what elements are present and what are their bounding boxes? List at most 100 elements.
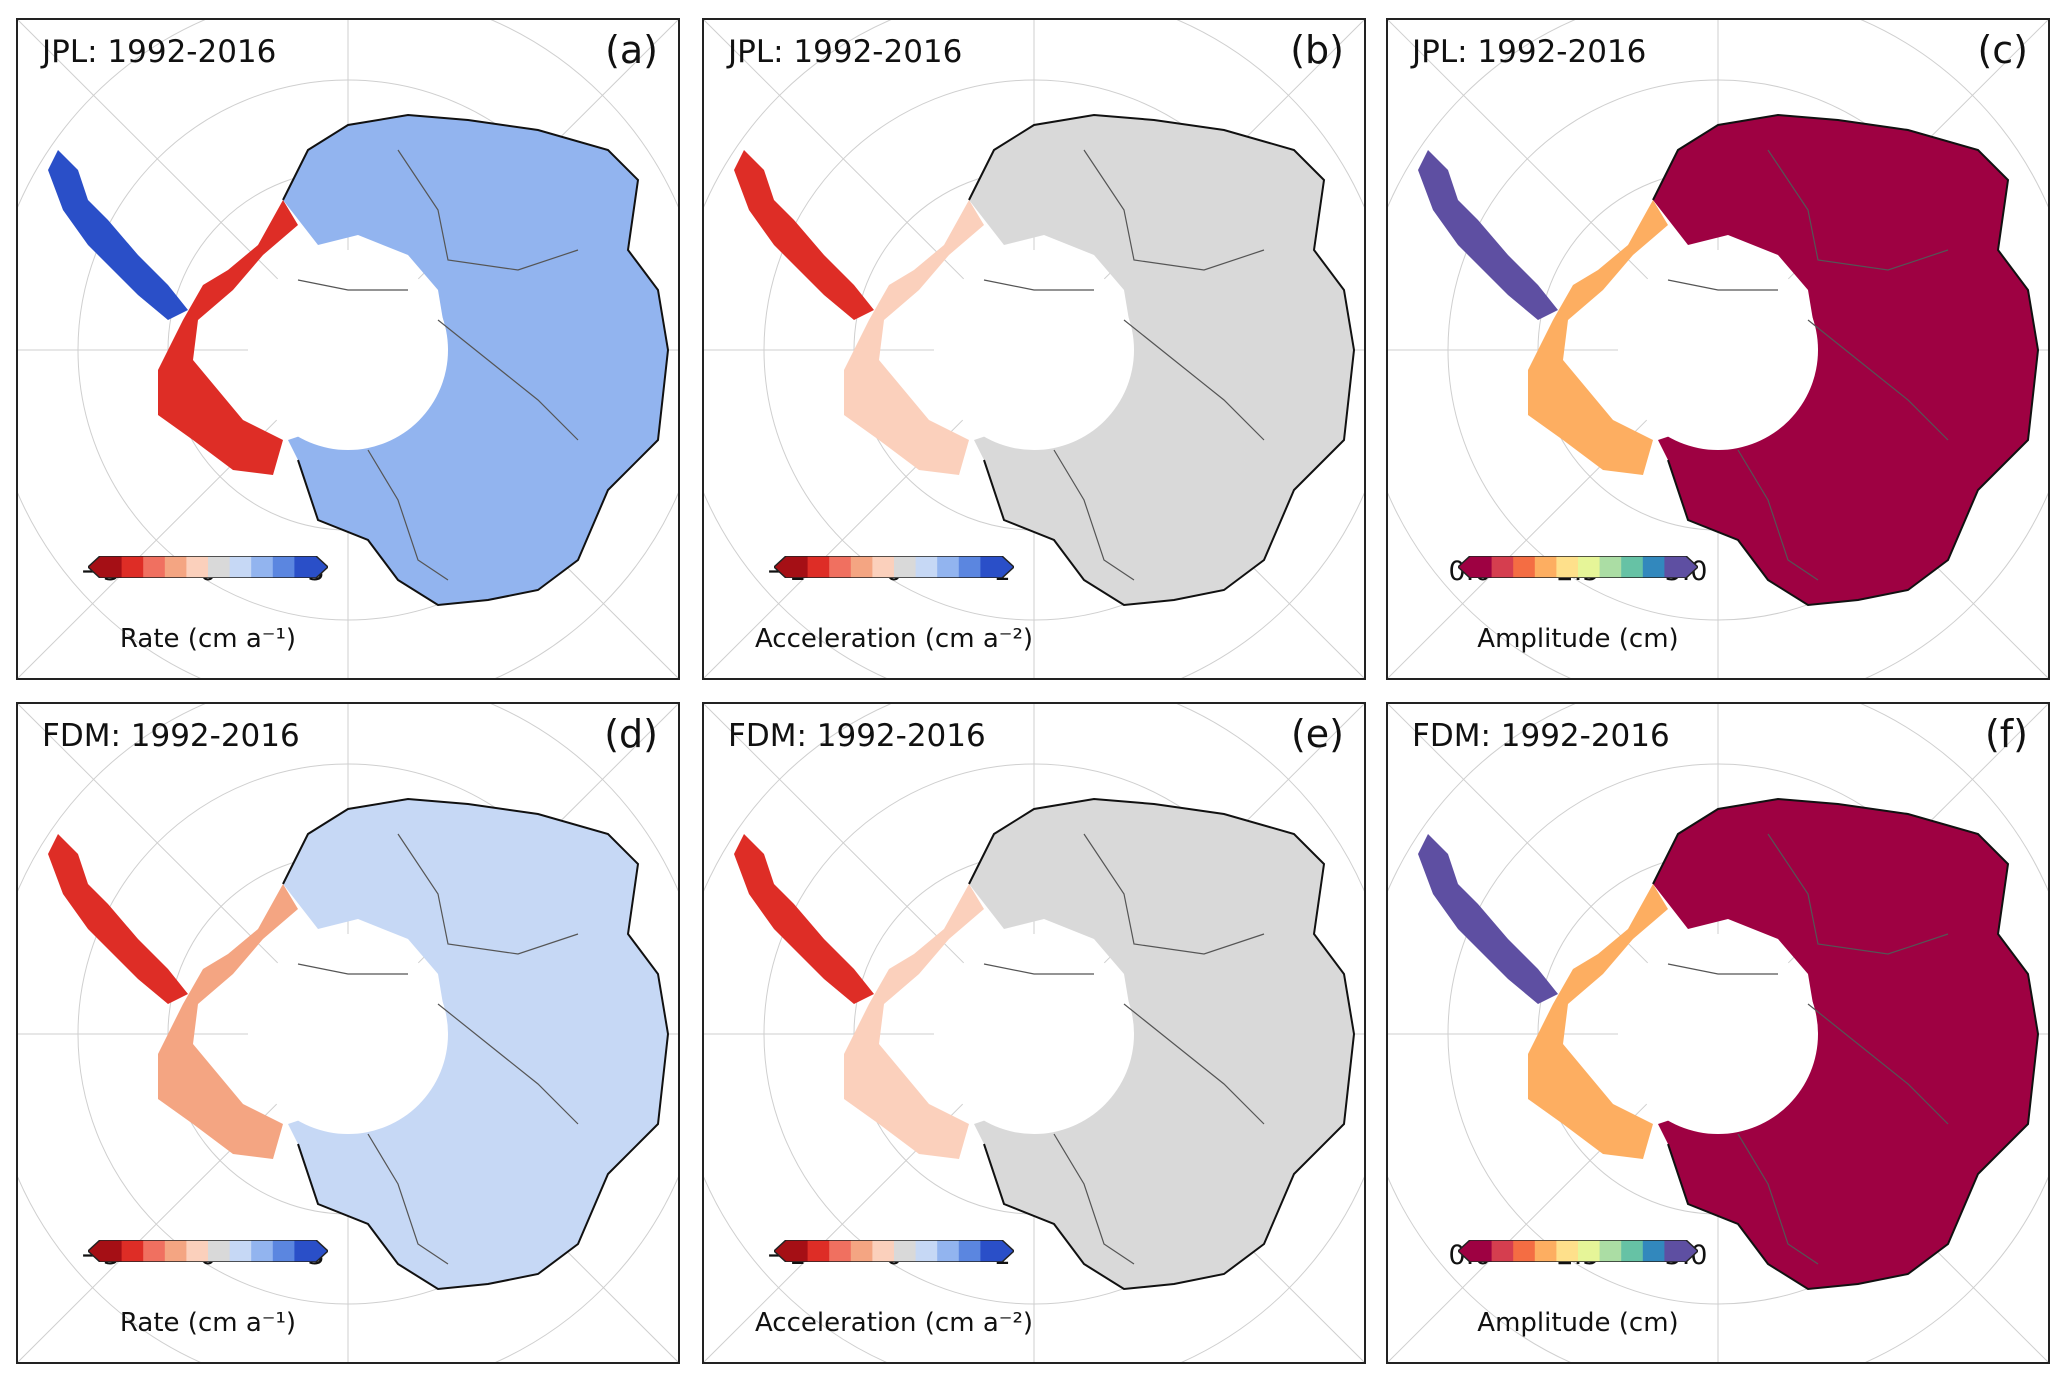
colorbar-swatch [1621, 1240, 1644, 1262]
colorbar-swatch [1556, 1240, 1579, 1262]
colorbar-scale [88, 1240, 328, 1262]
colorbar-swatch [1642, 1240, 1665, 1262]
colorbar-swatch [872, 556, 895, 578]
colorbar-swatch [121, 556, 144, 578]
panel-b: JPL: 1992-2016 (b) −1 0 1 Acceleration (… [702, 18, 1366, 680]
ice-sheet [734, 115, 1354, 605]
colorbar-swatch [958, 1240, 981, 1262]
colorbar-swatch [937, 1240, 960, 1262]
panel-letter: (a) [605, 28, 658, 72]
colorbar-swatch [850, 1240, 873, 1262]
colorbar-swatch [1513, 556, 1536, 578]
ice-sheet [1418, 115, 2038, 605]
colorbar-label: Rate (cm a⁻¹) [119, 1308, 297, 1338]
colorbar-label: Acceleration (cm a⁻²) [754, 1308, 1034, 1338]
colorbar-swatch [980, 1240, 1003, 1262]
colorbar-swatch [294, 1240, 317, 1262]
colorbar-extend-min [88, 1240, 100, 1262]
colorbar-swatch [1642, 556, 1665, 578]
colorbar-swatch [786, 556, 809, 578]
colorbar-extend-max [316, 1240, 328, 1262]
colorbar-swatch [272, 1240, 295, 1262]
colorbar-swatch [807, 556, 830, 578]
colorbar-scale [774, 556, 1014, 578]
colorbar: 0.0 2.5 5.0 Amplitude (cm) [1449, 1240, 1707, 1360]
colorbar-swatch [786, 1240, 809, 1262]
colorbar-extend-max [1686, 1240, 1698, 1262]
colorbar-swatch [229, 556, 252, 578]
colorbar-swatch [1578, 1240, 1601, 1262]
colorbar-swatch [208, 556, 231, 578]
colorbar-swatch [850, 556, 873, 578]
colorbar-swatch [1534, 556, 1557, 578]
panel-title: JPL: 1992-2016 [728, 34, 963, 70]
panel-letter: (e) [1290, 712, 1344, 756]
colorbar-swatch [915, 1240, 938, 1262]
colorbar-label: Acceleration (cm a⁻²) [754, 624, 1034, 654]
colorbar-swatch [894, 1240, 917, 1262]
colorbar-swatch [208, 1240, 231, 1262]
colorbar-swatch [1599, 1240, 1622, 1262]
colorbar-swatch [1664, 1240, 1687, 1262]
colorbar-swatch [958, 556, 981, 578]
panel-letter: (f) [1984, 712, 2028, 756]
colorbar-label: Rate (cm a⁻¹) [119, 624, 297, 654]
colorbar: −1 0 1 Acceleration (cm a⁻²) [755, 556, 1033, 676]
colorbar: −1 0 1 Acceleration (cm a⁻²) [755, 1240, 1033, 1360]
colorbar-scale [1458, 556, 1698, 578]
colorbar-swatch [1621, 556, 1644, 578]
colorbar-swatch [100, 556, 123, 578]
colorbar-swatch [100, 1240, 123, 1262]
colorbar-swatch [829, 556, 852, 578]
antarctica-map [18, 704, 678, 1362]
colorbar-scale [774, 1240, 1014, 1262]
antarctica-map [1388, 704, 2048, 1362]
antarctica-map [18, 20, 678, 678]
antarctica-map [704, 20, 1364, 678]
colorbar: −3 0 3 Rate (cm a⁻¹) [80, 1240, 328, 1360]
panel-a: JPL: 1992-2016 (a) −3 0 3 Rate (cm a⁻¹) [16, 18, 680, 680]
colorbar-swatch [1470, 556, 1493, 578]
panel-c: JPL: 1992-2016 (c) 0.0 2.5 5.0 Amplitude… [1386, 18, 2050, 680]
ice-sheet [48, 799, 668, 1289]
colorbar-extend-max [1686, 556, 1698, 578]
ice-sheet [734, 799, 1354, 1289]
colorbar-swatch [186, 1240, 209, 1262]
colorbar-swatch [186, 556, 209, 578]
antarctica-map [704, 704, 1364, 1362]
antarctica-map [1388, 20, 2048, 678]
colorbar-swatch [937, 556, 960, 578]
colorbar-swatch [1578, 556, 1601, 578]
colorbar-swatch [1470, 1240, 1493, 1262]
colorbar-extend-max [1002, 1240, 1014, 1262]
panel-e: FDM: 1992-2016 (e) −1 0 1 Acceleration (… [702, 702, 1366, 1364]
panel-d: FDM: 1992-2016 (d) −3 0 3 Rate (cm a⁻¹) [16, 702, 680, 1364]
colorbar-swatch [143, 556, 166, 578]
colorbar-swatch [143, 1240, 166, 1262]
colorbar-extend-min [774, 556, 786, 578]
ice-sheet [1418, 799, 2038, 1289]
panel-letter: (c) [1977, 28, 2028, 72]
panel-letter: (d) [604, 712, 658, 756]
colorbar-extend-min [1458, 556, 1470, 578]
colorbar-swatch [164, 556, 187, 578]
panel-title: JPL: 1992-2016 [42, 34, 277, 70]
panel-f: FDM: 1992-2016 (f) 0.0 2.5 5.0 Amplitude… [1386, 702, 2050, 1364]
colorbar-scale [88, 556, 328, 578]
colorbar-swatch [251, 556, 274, 578]
colorbar-swatch [1513, 1240, 1536, 1262]
colorbar-swatch [1664, 556, 1687, 578]
colorbar-label: Amplitude (cm) [1477, 1308, 1679, 1338]
panel-title: FDM: 1992-2016 [42, 718, 300, 754]
panel-title: FDM: 1992-2016 [728, 718, 986, 754]
panel-letter: (b) [1290, 28, 1344, 72]
colorbar-scale [1458, 1240, 1698, 1262]
colorbar-extend-min [88, 556, 100, 578]
colorbar-extend-min [1458, 1240, 1470, 1262]
colorbar-swatch [872, 1240, 895, 1262]
colorbar-swatch [807, 1240, 830, 1262]
colorbar: −3 0 3 Rate (cm a⁻¹) [80, 556, 328, 676]
colorbar-swatch [1599, 556, 1622, 578]
colorbar-swatch [229, 1240, 252, 1262]
colorbar-label: Amplitude (cm) [1477, 624, 1679, 654]
